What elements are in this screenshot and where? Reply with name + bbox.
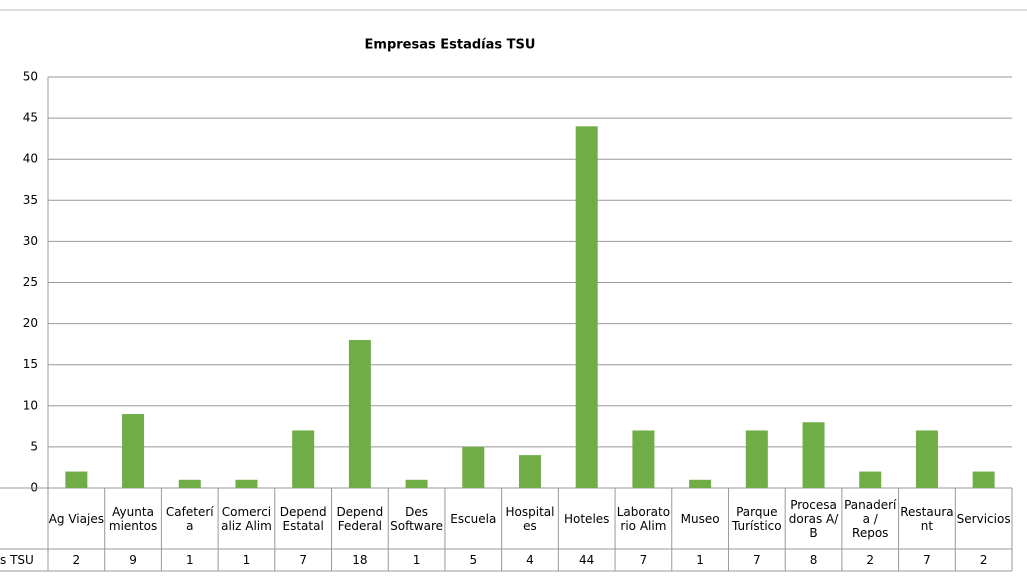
bar <box>689 479 712 488</box>
x-tick-label: Escuela <box>450 512 497 526</box>
data-table-value: 7 <box>753 553 761 567</box>
x-tick-label: Des Software <box>390 505 444 533</box>
data-table-value: 9 <box>129 553 137 567</box>
bar <box>859 471 882 488</box>
y-tick-label: 40 <box>23 152 38 166</box>
x-tick-label: Cafeterí a <box>165 505 214 533</box>
bar <box>745 430 768 488</box>
bar <box>519 455 541 488</box>
bar <box>462 446 485 488</box>
data-table-value: 18 <box>352 553 368 567</box>
y-tick-label: 45 <box>23 111 38 125</box>
x-tick-label: Depend Federal <box>336 505 384 533</box>
y-tick-label: 35 <box>23 193 38 207</box>
bar <box>122 414 145 488</box>
data-table-value: 44 <box>579 553 595 567</box>
bar <box>292 430 315 488</box>
bar <box>405 479 428 488</box>
data-table-value: 7 <box>299 553 307 567</box>
y-tick-label: 5 <box>30 439 38 453</box>
data-table-value: 8 <box>809 553 818 567</box>
x-tick-label: Laborato rio Alim <box>616 505 671 533</box>
x-tick-label: Comerci aliz Alim <box>221 505 272 533</box>
bar <box>348 340 371 488</box>
data-table-value: 4 <box>526 553 534 567</box>
bar <box>802 422 825 488</box>
data-table-value: 1 <box>412 553 421 567</box>
x-tick-label: Restaura nt <box>900 505 954 533</box>
y-tick-label: 25 <box>23 275 38 289</box>
data-table-value: 2 <box>72 553 81 567</box>
x-tick-label: Depend Estatal <box>279 505 327 533</box>
data-table-value: 7 <box>923 553 931 567</box>
x-tick-label: Hoteles <box>563 512 610 526</box>
x-tick-label: Museo <box>680 512 720 526</box>
y-tick-label: 20 <box>23 316 38 330</box>
x-tick-label: Hospital es <box>505 505 555 533</box>
x-tick-label: Procesa doras A/ B <box>788 498 839 540</box>
y-tick-label: 30 <box>23 234 38 248</box>
y-tick-label: 50 <box>23 70 38 84</box>
bar <box>235 479 258 488</box>
data-table-value: 5 <box>469 553 478 567</box>
bar <box>178 479 201 488</box>
data-table-value: 2 <box>866 553 875 567</box>
bar <box>915 430 938 488</box>
x-tick-label: Servicios <box>956 512 1011 526</box>
bar <box>972 471 995 488</box>
x-tick-label: Parque Turístico <box>732 505 782 533</box>
data-table-value: 7 <box>639 553 648 567</box>
bar <box>65 471 88 488</box>
y-tick-label: 10 <box>23 398 38 412</box>
x-tick-label: Panaderí a / Repos <box>844 498 897 540</box>
legend-label: s TSU <box>0 553 34 567</box>
x-tick-label: Ayunta mientos <box>108 505 158 533</box>
data-table-value: 1 <box>242 553 251 567</box>
data-table-value: 2 <box>979 553 988 567</box>
x-tick-label: Ag Viajes <box>48 512 104 526</box>
bar <box>632 430 655 488</box>
bar <box>575 126 598 488</box>
data-table-value: 1 <box>185 553 194 567</box>
data-table-value: 1 <box>696 553 704 567</box>
y-tick-label: 15 <box>23 357 38 371</box>
chart-title: Empresas Estadías TSU <box>365 38 536 53</box>
